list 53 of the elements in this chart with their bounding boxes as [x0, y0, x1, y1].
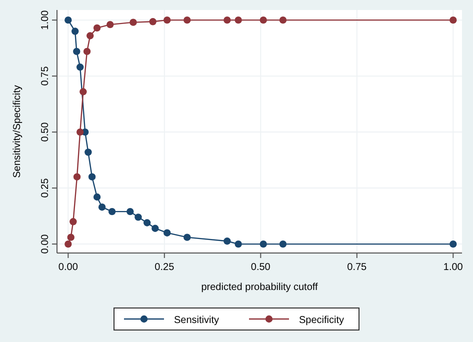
point [71, 28, 79, 35]
point [279, 240, 287, 248]
y-tick-label: 0.75 [40, 66, 51, 86]
y-tick-label: 0.00 [40, 234, 51, 254]
point [126, 208, 134, 216]
point [83, 48, 91, 56]
legend-label: Specificity [299, 315, 344, 326]
y-tick-label: 1.00 [40, 10, 51, 30]
point [73, 173, 81, 180]
point [93, 193, 101, 201]
point [224, 16, 231, 24]
x-tick-label: 0.50 [250, 262, 271, 273]
point [64, 240, 72, 248]
point [224, 238, 231, 245]
y-tick-label: 0.25 [40, 178, 51, 198]
legend-label: Sensitivity [174, 315, 220, 326]
point [260, 240, 267, 248]
y-tick-label: 0.50 [40, 122, 51, 142]
point [164, 16, 171, 24]
point [149, 18, 156, 26]
x-axis-title: predicted probability cutoff [201, 282, 318, 293]
point [67, 234, 74, 241]
point [134, 214, 142, 221]
point [70, 218, 77, 226]
x-tick-label: 0.00 [58, 262, 78, 273]
y-axis-title: Sensitivity/Specificity [12, 85, 23, 178]
point [184, 234, 191, 241]
x-tick-label: 0.25 [154, 262, 175, 273]
point [130, 18, 137, 26]
point [93, 24, 101, 32]
point [152, 224, 159, 232]
point [450, 240, 457, 248]
point [234, 16, 242, 24]
point [164, 229, 171, 236]
point [450, 16, 457, 24]
point [184, 16, 191, 24]
point [64, 16, 72, 24]
point [108, 208, 116, 216]
x-tick-label: 1.00 [443, 262, 464, 273]
x-tick-label: 0.75 [347, 262, 368, 273]
point [80, 88, 87, 96]
point [106, 20, 114, 28]
point [98, 203, 106, 211]
point [86, 32, 94, 40]
point [143, 219, 151, 226]
point [260, 16, 267, 24]
point [76, 128, 84, 136]
point [234, 240, 242, 248]
point [279, 16, 287, 24]
point [76, 64, 84, 71]
point [84, 148, 92, 156]
point [73, 48, 80, 56]
point [88, 173, 96, 180]
